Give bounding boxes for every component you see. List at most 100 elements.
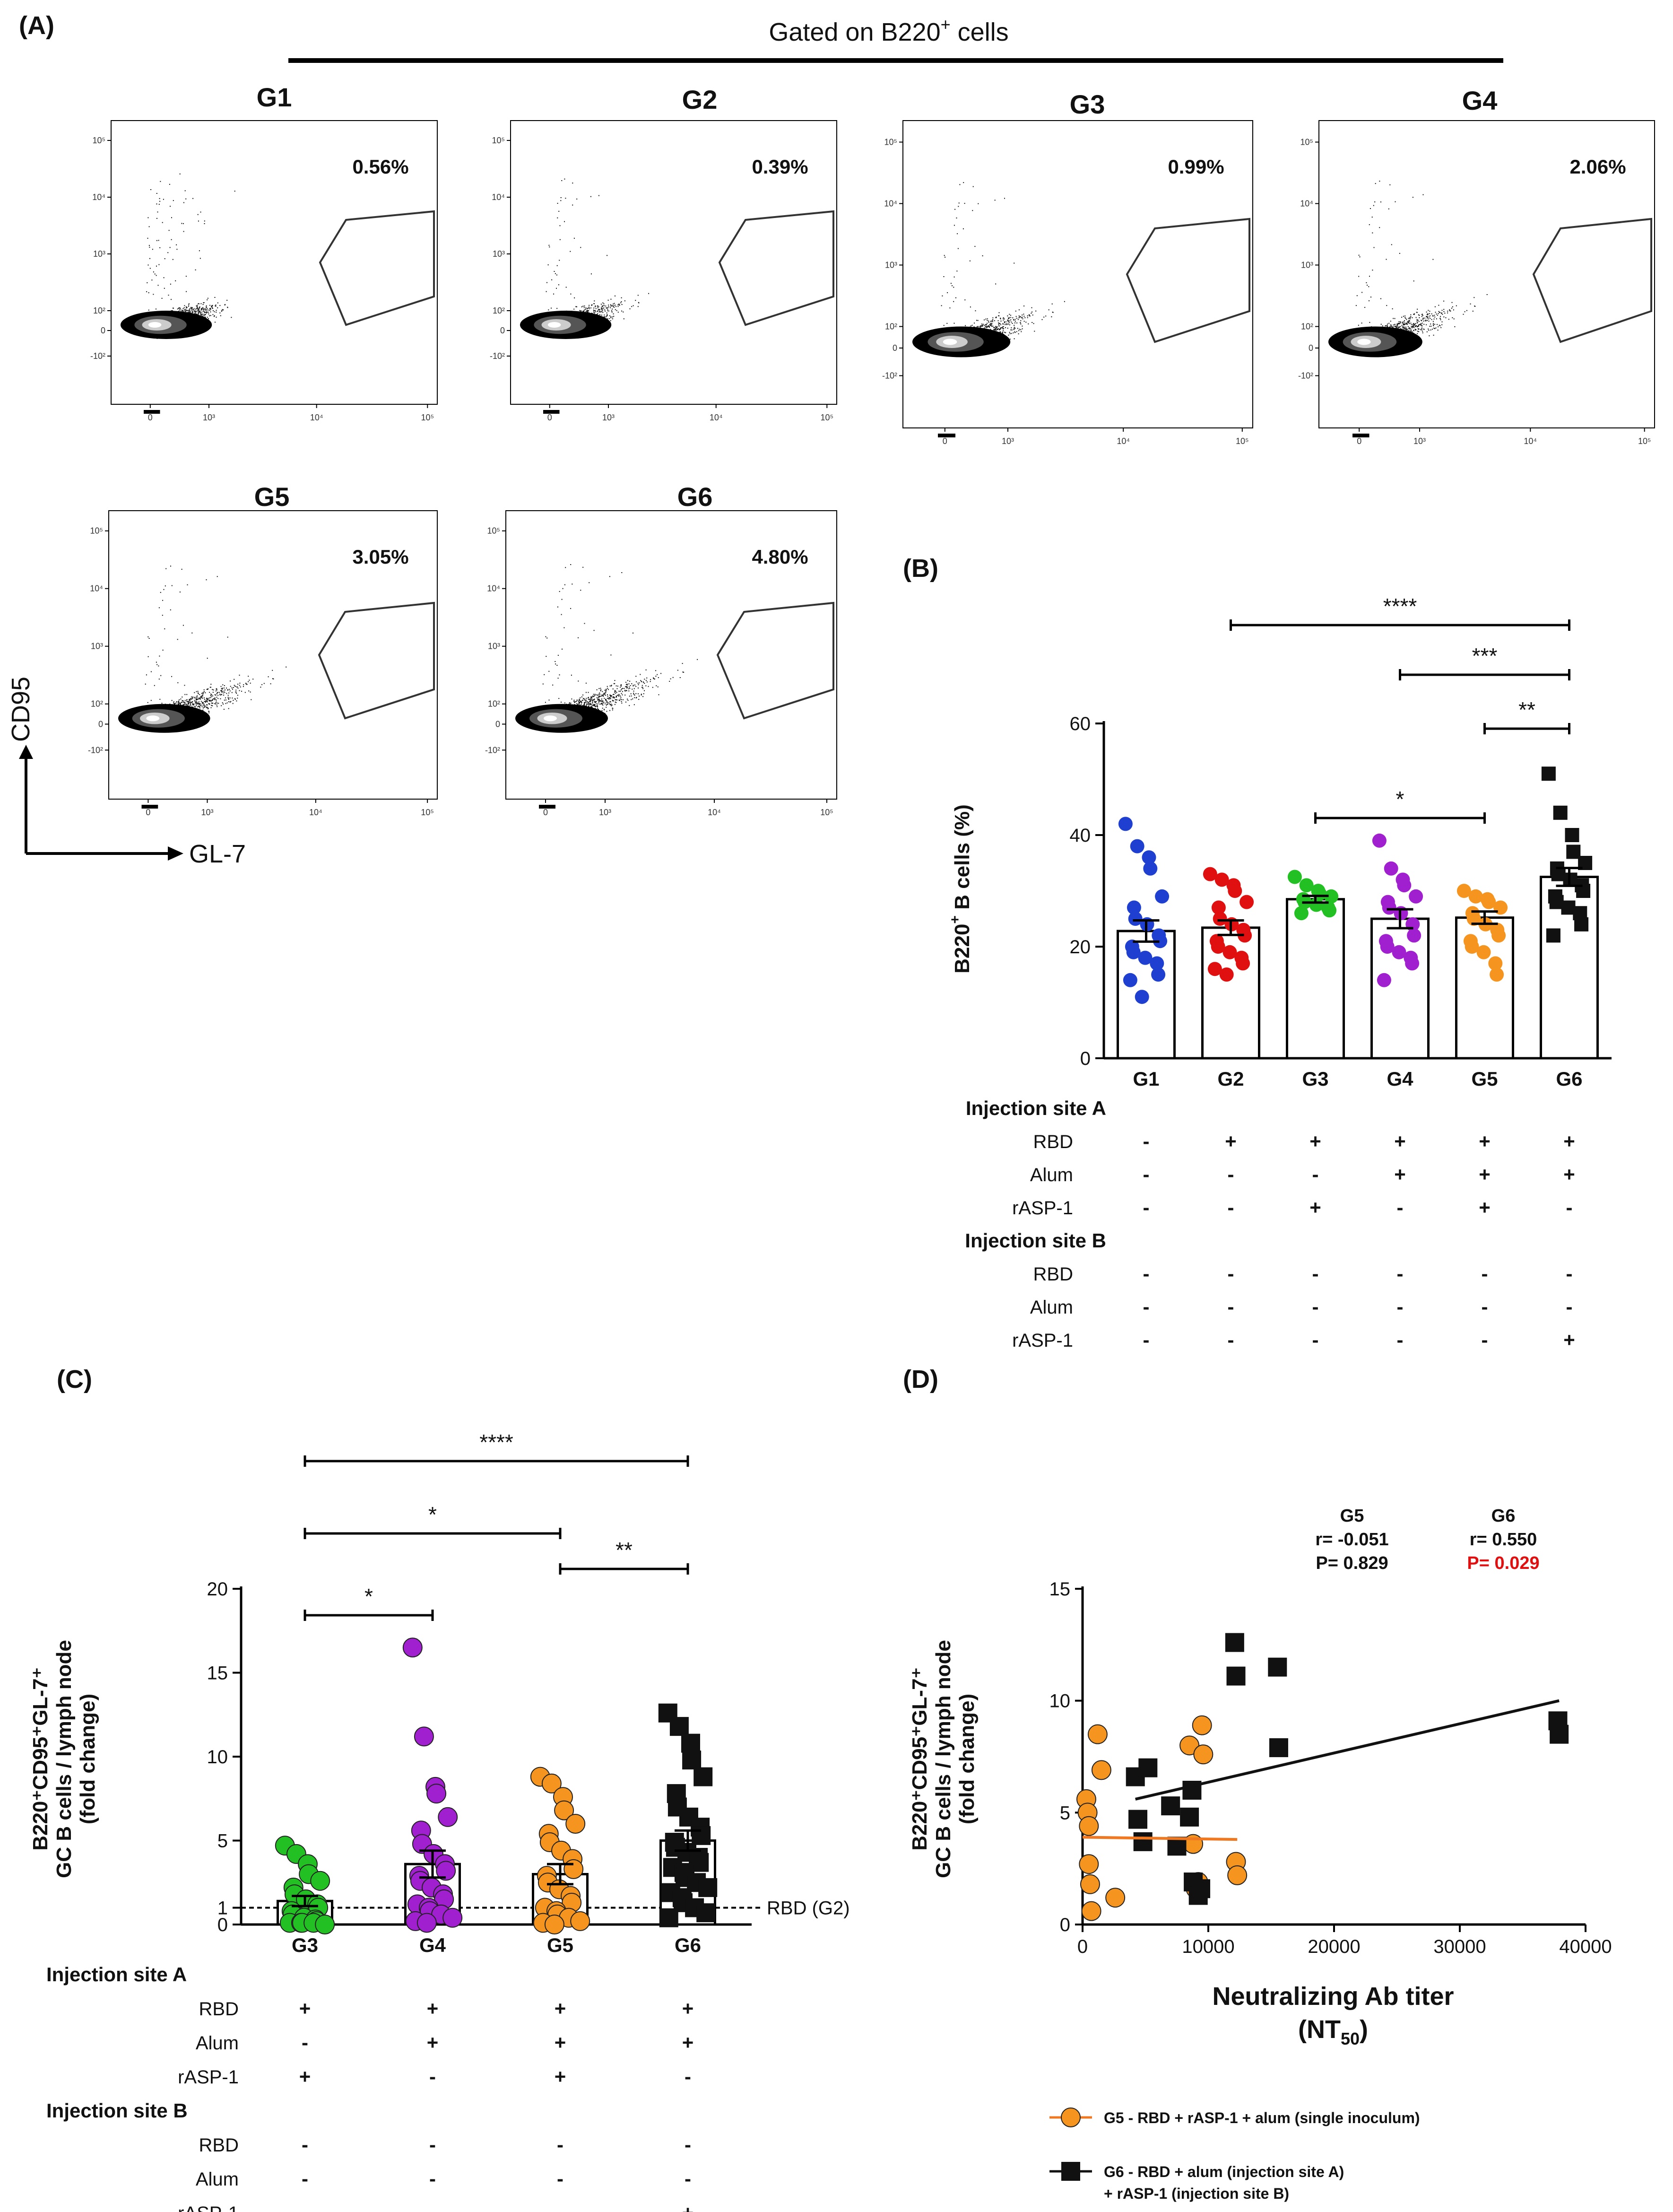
flow-x-tick: 0 bbox=[543, 808, 548, 817]
table-cell: - bbox=[1143, 1296, 1150, 1318]
flow-x-tick: 10³ bbox=[1002, 436, 1014, 446]
table-cell: + bbox=[1394, 1163, 1406, 1185]
legend-label-G5: G5 - RBD + rASP-1 + alum (single inoculu… bbox=[1104, 2109, 1420, 2126]
data-point-G5 bbox=[1476, 945, 1491, 959]
x-tick-label: 20000 bbox=[1308, 1936, 1360, 1957]
gl7-arrowhead-icon bbox=[168, 846, 183, 861]
data-point-G6 bbox=[1541, 766, 1556, 781]
data-point-G1 bbox=[1127, 900, 1141, 915]
data-point-G5 bbox=[1490, 967, 1504, 982]
data-point-G3 bbox=[1299, 878, 1314, 893]
data-point-G1 bbox=[1126, 945, 1141, 959]
table-cell: - bbox=[1482, 1263, 1488, 1285]
data-point-G1 bbox=[1123, 973, 1137, 987]
flow-x-tick: 10⁵ bbox=[1638, 436, 1651, 446]
x-axis-title-line: (NT50) bbox=[1298, 2015, 1368, 2048]
flow-events bbox=[1353, 181, 1488, 354]
x-category-label: G2 bbox=[1217, 1068, 1244, 1090]
data-point-G3 bbox=[1287, 870, 1302, 884]
data-point-G3 bbox=[1294, 906, 1309, 921]
flow-y-tick: 10⁵ bbox=[492, 136, 505, 145]
flow-y-tick: 10² bbox=[885, 322, 897, 331]
data-point-G4 bbox=[1409, 889, 1423, 904]
panel-label-b: (B) bbox=[903, 554, 938, 583]
flow-x-tick: 0 bbox=[146, 808, 150, 817]
flow-plot-G6: G6 10⁵ 10⁴ 10³ 10² 0 -10² 0 10³ 10⁴ 10⁵ 4.80% bbox=[485, 482, 837, 817]
table-cell: + bbox=[682, 2202, 694, 2212]
y-tick-label: 15 bbox=[207, 1663, 228, 1684]
flow-y-tick: 10³ bbox=[93, 249, 105, 259]
x-tick-label: 10000 bbox=[1182, 1936, 1234, 1957]
flow-x-zero-bar bbox=[141, 805, 158, 809]
y-tick-label: 40 bbox=[1070, 825, 1091, 846]
scatter-point-G5 bbox=[1079, 1854, 1099, 1874]
data-point-G4 bbox=[436, 1861, 456, 1881]
gate-header-main: Gated on B220 bbox=[769, 18, 940, 46]
table-header-site-b: Injection site B bbox=[965, 1229, 1106, 1252]
x-axis-title-part: (NT bbox=[1298, 2015, 1341, 2044]
data-point-G6 bbox=[1546, 928, 1560, 943]
table-row-label: Alum bbox=[1030, 1165, 1073, 1185]
flow-x-tick: 10⁵ bbox=[821, 413, 833, 422]
table-row-label: Alum bbox=[196, 2169, 239, 2190]
table-cell: + bbox=[299, 2065, 311, 2088]
table-cell: - bbox=[1397, 1296, 1404, 1318]
gate-header-tail: cells bbox=[951, 18, 1009, 46]
significance-label: * bbox=[428, 1502, 437, 1527]
data-point-G4 bbox=[416, 1913, 437, 1933]
flow-x-tick: 10⁴ bbox=[310, 413, 323, 422]
table-cell: - bbox=[429, 2065, 436, 2088]
data-point-G2 bbox=[1236, 956, 1250, 971]
table-cell: - bbox=[1397, 1263, 1404, 1285]
table-cell: - bbox=[685, 2168, 691, 2190]
flow-x-tick: 10³ bbox=[201, 808, 213, 817]
data-point-G6 bbox=[698, 1878, 718, 1897]
data-point-G5 bbox=[1482, 895, 1496, 909]
gate-header: Gated on B220+ cells bbox=[769, 15, 1008, 46]
table-cell: - bbox=[1397, 1329, 1404, 1351]
flow-x-tick: 10³ bbox=[599, 808, 611, 817]
flow-gate-percent: 0.99% bbox=[1168, 156, 1224, 178]
flow-plot-title: G6 bbox=[677, 482, 713, 512]
legend-label-G6: G6 - RBD + alum (injection site A) bbox=[1104, 2163, 1344, 2180]
y-axis-title-line: B220⁺CD95⁺GL-7⁺ bbox=[908, 1667, 931, 1851]
table-cell: + bbox=[555, 2065, 566, 2088]
table-cell: - bbox=[1482, 1296, 1488, 1318]
table-cell: + bbox=[299, 1997, 311, 2020]
table-cell: + bbox=[555, 1997, 566, 2020]
flow-y-tick: 10³ bbox=[91, 642, 103, 651]
flow-y-tick: 0 bbox=[101, 326, 105, 335]
data-point-G5 bbox=[1488, 956, 1503, 971]
flow-gate-percent: 4.80% bbox=[752, 546, 808, 568]
table-cell: - bbox=[1143, 1263, 1150, 1285]
table-row-label: Alum bbox=[196, 2033, 239, 2054]
table-cell: - bbox=[557, 2168, 563, 2190]
flow-x-tick: 0 bbox=[943, 436, 947, 446]
flow-plot-frame bbox=[505, 510, 837, 800]
table-row-label: rASP-1 bbox=[178, 2067, 239, 2088]
data-point-G6 bbox=[681, 1733, 700, 1753]
y-tick-label: 0 bbox=[1080, 1048, 1091, 1069]
flow-percent-bg bbox=[338, 544, 428, 570]
y-tick-label: 10 bbox=[207, 1747, 228, 1768]
scatter-point-G5 bbox=[1193, 1744, 1214, 1765]
flow-x-zero-bar bbox=[938, 434, 955, 437]
flow-y-tick: 10⁴ bbox=[1300, 199, 1313, 209]
flow-plot-title: G3 bbox=[1070, 89, 1105, 119]
flow-y-tick: 10⁴ bbox=[884, 199, 897, 209]
data-point-G4 bbox=[1392, 945, 1406, 959]
table-cell: + bbox=[427, 2031, 439, 2054]
flow-plot-G4: G4 10⁵ 10⁴ 10³ 10² 0 -10² 0 10³ 10⁴ 10⁵ 2.06% bbox=[1298, 86, 1655, 446]
significance-label: * bbox=[1396, 787, 1404, 811]
flow-gate bbox=[1532, 218, 1652, 343]
data-point-G2 bbox=[1207, 962, 1222, 976]
flow-gate-percent: 2.06% bbox=[1569, 156, 1626, 178]
x-axis-title-sub: 50 bbox=[1341, 2029, 1360, 2048]
flow-y-tick: 10² bbox=[93, 306, 105, 315]
flow-percent-bg bbox=[737, 154, 827, 180]
y-axis-title-sup: + bbox=[947, 915, 963, 924]
flow-plot-frame bbox=[902, 120, 1253, 428]
table-cell: + bbox=[682, 1997, 694, 2020]
significance-label: **** bbox=[479, 1430, 513, 1454]
